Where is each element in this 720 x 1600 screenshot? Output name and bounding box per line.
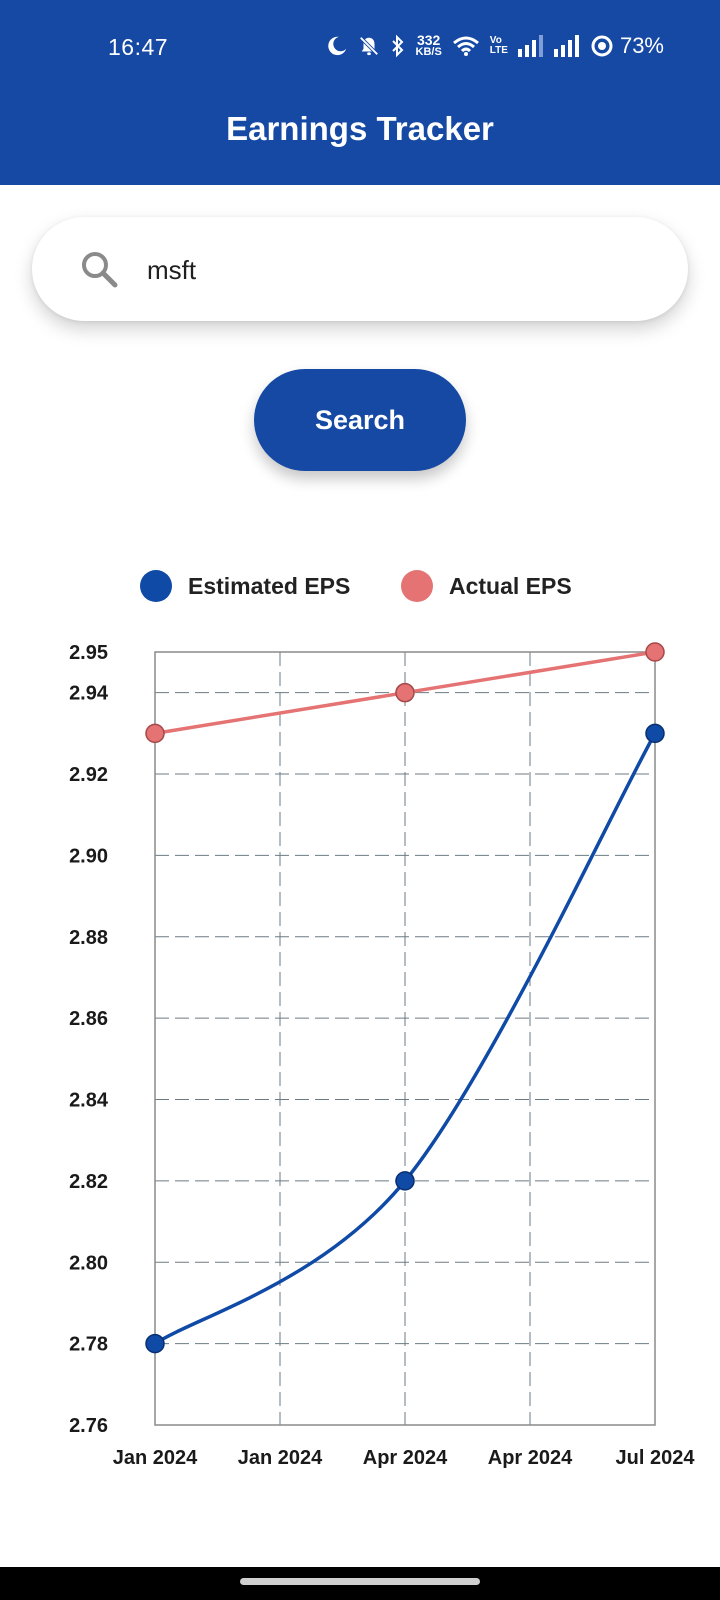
battery-percent: 73% — [619, 33, 664, 58]
search-button[interactable]: Search — [254, 369, 466, 471]
x-tick-label: Apr 2024 — [363, 1447, 448, 1469]
y-tick-label: 2.84 — [69, 1090, 109, 1112]
legend-item-actual: Actual EPS — [401, 568, 572, 604]
legend-dot-actual — [401, 570, 433, 602]
y-tick-label: 2.90 — [69, 845, 108, 867]
home-indicator[interactable] — [240, 1578, 480, 1585]
chart-legend: Estimated EPS Actual EPS — [0, 568, 720, 604]
y-tick-label: 2.94 — [69, 683, 109, 705]
net-speed-value: 332 — [416, 32, 441, 48]
x-tick-label: Jul 2024 — [616, 1447, 696, 1469]
search-input[interactable] — [147, 250, 627, 290]
y-tick-label: 2.78 — [69, 1334, 108, 1356]
x-tick-label: Apr 2024 — [488, 1447, 573, 1469]
x-tick-label: Jan 2024 — [238, 1447, 323, 1469]
y-tick-label: 2.88 — [69, 927, 108, 949]
eps-line-chart: 2.76 2.78 2.80 2.82 2.84 2.86 2.88 2.90 2.92 2.94… — [69, 642, 696, 1469]
y-tick-label: 2.86 — [69, 1008, 108, 1030]
search-icon — [82, 252, 118, 288]
legend-item-estimated: Estimated EPS — [140, 568, 350, 604]
legend-dot-estimated — [140, 570, 172, 602]
bell-off-icon — [358, 36, 379, 56]
actual-eps-point — [645, 642, 665, 662]
estimated-eps-point — [645, 723, 665, 744]
signal-icon — [553, 35, 579, 57]
estimated-eps-line — [154, 732, 657, 1346]
volte-bottom: LTE — [489, 45, 508, 56]
x-tick-label: Jan 2024 — [113, 1447, 198, 1469]
estimated-eps-point — [395, 1171, 415, 1191]
net-speed-unit: KB/S — [415, 46, 442, 58]
volte-top: Vo — [489, 35, 502, 46]
wifi-icon — [452, 36, 479, 56]
y-tick-label: 2.76 — [69, 1415, 108, 1437]
plot-frame — [154, 651, 656, 1426]
y-tick-label: 2.82 — [69, 1171, 108, 1193]
status-time: 16:47 — [108, 34, 169, 60]
y-tick-label: 2.80 — [69, 1252, 108, 1274]
y-tick-label: 2.95 — [69, 642, 108, 664]
actual-eps-point — [145, 723, 165, 744]
legend-label-estimated: Estimated EPS — [188, 572, 351, 599]
app-bar: 16:47 332 KB/S Vo LTE 73% Earnings Track… — [0, 0, 720, 185]
signal-icon — [517, 35, 543, 57]
actual-eps-point — [395, 682, 415, 703]
status-icons: 332 KB/S Vo LTE 73% — [326, 30, 664, 62]
legend-label-actual: Actual EPS — [449, 572, 572, 599]
status-bar: 16:47 332 KB/S Vo LTE 73% — [0, 0, 720, 96]
moon-icon — [327, 36, 346, 56]
y-tick-label: 2.92 — [69, 764, 108, 786]
battery-ring-icon — [591, 35, 613, 57]
app-title: Earnings Tracker — [226, 110, 494, 147]
estimated-eps-point — [145, 1333, 165, 1354]
bluetooth-icon — [391, 34, 403, 58]
net-speed: 332 KB/S — [415, 32, 442, 58]
volte-badge: Vo LTE — [490, 36, 508, 56]
